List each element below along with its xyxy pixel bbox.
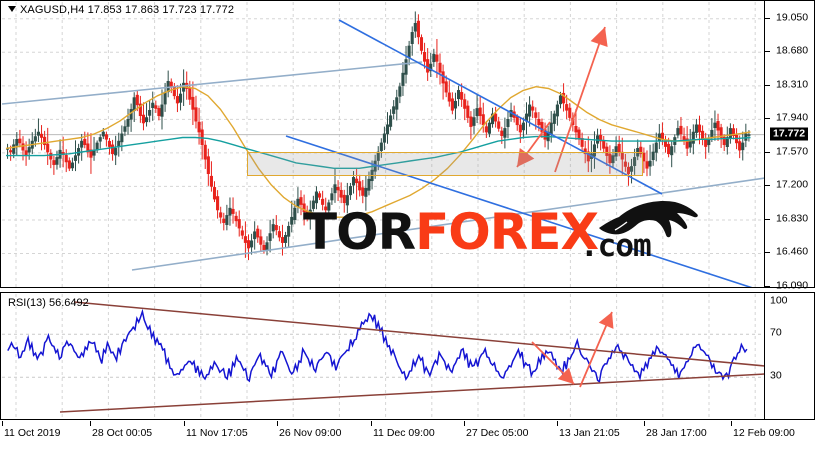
date-axis[interactable]: 11 Oct 2019 28 Oct 00:05 11 Nov 17:05 26 No…: [0, 421, 815, 449]
price-tick-mark: [764, 185, 770, 187]
triangle-down-icon[interactable]: [8, 6, 16, 13]
price-tick-label: 16.460: [776, 245, 809, 258]
price-tick-label: 17.940: [776, 111, 809, 124]
price-axis-separator: [764, 1, 765, 287]
date-tick-label: 12 Feb 09:00: [733, 427, 795, 439]
rsi-axis[interactable]: 100 70 30: [764, 293, 814, 419]
price-plot-area[interactable]: TORFOREX .com: [2, 2, 765, 287]
price-tick-label: 17.570: [776, 145, 809, 158]
price-tick-mark: [764, 84, 770, 86]
price-tick-mark: [764, 151, 770, 153]
date-tick-mark: [371, 421, 372, 426]
date-tick-label: 28 Jan 17:00: [646, 427, 707, 439]
price-tick-mark: [764, 51, 770, 53]
price-tick-mark: [764, 118, 770, 120]
rsi-tick-label: 100: [770, 294, 788, 307]
date-tick-label: 13 Jan 21:05: [559, 427, 620, 439]
date-tick-label: 11 Nov 17:05: [186, 427, 248, 439]
price-tick-label: 16.090: [776, 279, 809, 292]
date-tick-mark: [731, 421, 732, 426]
symbol-header-text: XAGUSD,H4 17.853 17.863 17.723 17.772: [20, 4, 235, 16]
price-tick-mark: [764, 286, 770, 287]
symbol-header: XAGUSD,H4 17.853 17.863 17.723 17.772: [8, 4, 234, 16]
price-chart-panel[interactable]: TORFOREX .com 19.050 18.680 18.310 17.940 17…: [0, 0, 815, 291]
rsi-indicator-panel[interactable]: 100 70 30 RSI(13) 56.6492: [0, 292, 815, 420]
price-tick-mark: [764, 17, 770, 19]
date-tick-mark: [184, 421, 185, 426]
price-chart-svg: [2, 2, 765, 287]
price-tick-label: 18.680: [776, 44, 809, 57]
date-tick-mark: [2, 421, 3, 426]
rsi-header: RSI(13) 56.6492: [8, 297, 89, 309]
date-tick-label: 27 Dec 05:00: [466, 427, 529, 439]
rsi-tick-label: 70: [770, 326, 782, 339]
date-tick-mark: [644, 421, 645, 426]
rsi-tick-label: 30: [770, 369, 782, 382]
date-tick-label: 11 Oct 2019: [4, 427, 61, 439]
price-tick-label: 19.050: [776, 11, 809, 24]
price-axis[interactable]: 19.050 18.680 18.310 17.940 17.570 17.200 16.8…: [764, 1, 814, 291]
current-price-label[interactable]: 17.772: [770, 127, 809, 141]
price-tick-label: 17.200: [776, 178, 809, 191]
supply-zone-rectangle[interactable]: [247, 152, 643, 176]
price-tick-label: 18.310: [776, 78, 809, 91]
date-tick-mark: [464, 421, 465, 426]
date-tick-mark: [557, 421, 558, 426]
date-tick-label: 28 Oct 00:05: [92, 427, 153, 439]
price-tick-mark: [764, 218, 770, 220]
date-tick-label: 26 Nov 09:00: [279, 427, 342, 439]
rsi-plot-area[interactable]: [2, 294, 765, 419]
rsi-axis-separator: [764, 293, 765, 419]
date-tick-mark: [90, 421, 91, 426]
date-tick-mark: [277, 421, 278, 426]
rsi-chart-svg: [2, 294, 765, 419]
date-tick-label: 11 Dec 09:00: [373, 427, 435, 439]
price-tick-label: 16.830: [776, 212, 809, 225]
price-tick-mark: [764, 252, 770, 254]
